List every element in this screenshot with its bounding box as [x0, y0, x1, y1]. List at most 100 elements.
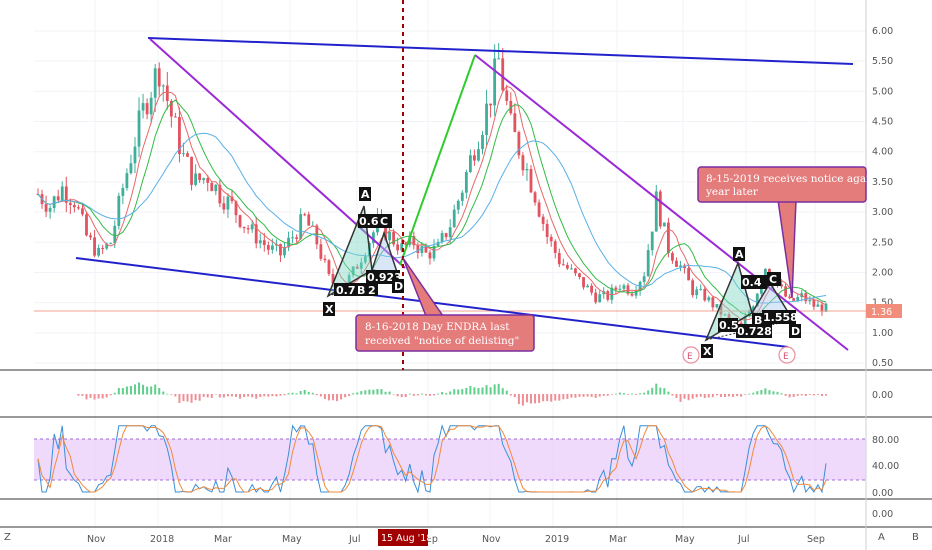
candle-body [283, 247, 286, 256]
candle-body [266, 245, 270, 250]
candle-body [464, 172, 468, 193]
macd-bar [683, 394, 686, 399]
candle-body [420, 246, 424, 253]
candle-body [695, 289, 699, 296]
candle-body [145, 103, 149, 115]
macd-bar [154, 384, 157, 395]
candle-body [804, 293, 808, 302]
macd-bar [546, 394, 549, 402]
macd-bar [109, 394, 112, 396]
candle-body [262, 240, 266, 246]
macd-bar [465, 387, 468, 395]
macd-bar [780, 393, 783, 395]
candle-body [489, 103, 492, 106]
bottom-a-button[interactable]: A [878, 532, 885, 543]
candle-body [473, 155, 476, 161]
candle-body [501, 58, 505, 91]
vertical-line-date-tag: 15 Aug '18 [378, 529, 432, 546]
candle-body [323, 258, 327, 261]
macd-bar [352, 393, 355, 395]
candle-body [165, 85, 169, 101]
macd-bar [542, 394, 545, 402]
bottom-b-button[interactable]: B [912, 532, 919, 543]
macd-bar [412, 394, 415, 396]
candle-body [182, 153, 185, 155]
upper-trendline[interactable] [147, 37, 854, 65]
macd-bar [812, 394, 815, 396]
macd-bar [820, 394, 823, 396]
macd-bar [574, 394, 577, 398]
time-tick-label: Mar [214, 534, 232, 545]
candle-body [60, 186, 64, 201]
point-d-right: D [791, 325, 800, 338]
annotation-delisting-2018[interactable]: 8-16-2018 Day ENDRA last received "notic… [355, 257, 535, 352]
event-marker-2[interactable]: E [778, 346, 796, 364]
macd-bar [752, 392, 755, 395]
point-d-left: D [394, 280, 403, 293]
macd-bar [667, 391, 670, 395]
candle-body [493, 58, 497, 106]
falling-trendline-2[interactable] [474, 54, 849, 351]
candle-body [72, 204, 76, 208]
candle-body [141, 103, 145, 111]
candle-body [533, 192, 537, 203]
ratio-left-1: 0.6 [359, 215, 379, 228]
candle-body [586, 285, 589, 288]
macd-bar [631, 393, 634, 395]
time-axis[interactable]: Nov 2018 Mar May Jul Sep Nov 2019 Mar May Jul Sep [87, 534, 825, 545]
price-axis[interactable]: 6.00 5.50 5.00 4.50 4.00 3.50 3.00 2.50 2.00 1.50… [872, 26, 899, 520]
candle-body [153, 68, 157, 98]
candle-body [699, 289, 703, 291]
macd-bar [327, 394, 330, 401]
candle-body [796, 297, 800, 301]
macd-bar [101, 394, 104, 399]
macd-bar [671, 394, 674, 396]
macd-bar [445, 393, 448, 395]
macd-bar [433, 394, 436, 396]
macd-bar [230, 394, 233, 397]
event-marker-1[interactable]: E [682, 346, 700, 364]
candle-body [574, 268, 577, 274]
macd-bar [150, 386, 153, 395]
stoch-band [34, 439, 866, 480]
macd-bar [441, 392, 444, 395]
rising-green-line[interactable] [399, 54, 476, 266]
annotation-right-line2: year later [705, 186, 759, 198]
macd-bar [364, 390, 367, 395]
candle-body [529, 168, 533, 193]
annotation-notice-2019[interactable]: 8-15-2019 receives notice again 1 year l… [697, 166, 886, 299]
macd-bar [804, 394, 807, 396]
price-tick-label: 1.00 [872, 328, 893, 339]
candle-body [468, 155, 472, 173]
macd-bar [210, 394, 213, 398]
macd-bar [651, 387, 654, 395]
candle-body [315, 225, 319, 245]
falling-trendline-1[interactable] [149, 38, 406, 269]
candle-body [565, 265, 569, 269]
macd-bar [77, 394, 80, 396]
macd-bar [299, 391, 302, 395]
macd-bar [586, 394, 589, 397]
macd-bar [675, 394, 678, 399]
moving-average-line [37, 85, 827, 321]
candle-body [404, 243, 408, 245]
candle-body [157, 68, 161, 87]
macd-bar [582, 394, 585, 397]
macd-bar [485, 385, 488, 395]
candle-body [658, 191, 662, 227]
pane-tick-label: 40.00 [872, 461, 899, 472]
macd-bar [388, 391, 391, 395]
candle-body [372, 232, 375, 244]
macd-bar [570, 394, 573, 398]
macd-bar [534, 394, 537, 404]
bottom-z-button[interactable]: Z [4, 532, 11, 543]
macd-bar [105, 394, 108, 398]
candle-body [703, 289, 707, 301]
candle-body [537, 202, 541, 217]
macd-bar [816, 394, 819, 395]
candle-body [287, 237, 290, 248]
candle-body [691, 280, 695, 296]
candle-body [89, 235, 92, 238]
point-b-left: B [357, 284, 365, 297]
